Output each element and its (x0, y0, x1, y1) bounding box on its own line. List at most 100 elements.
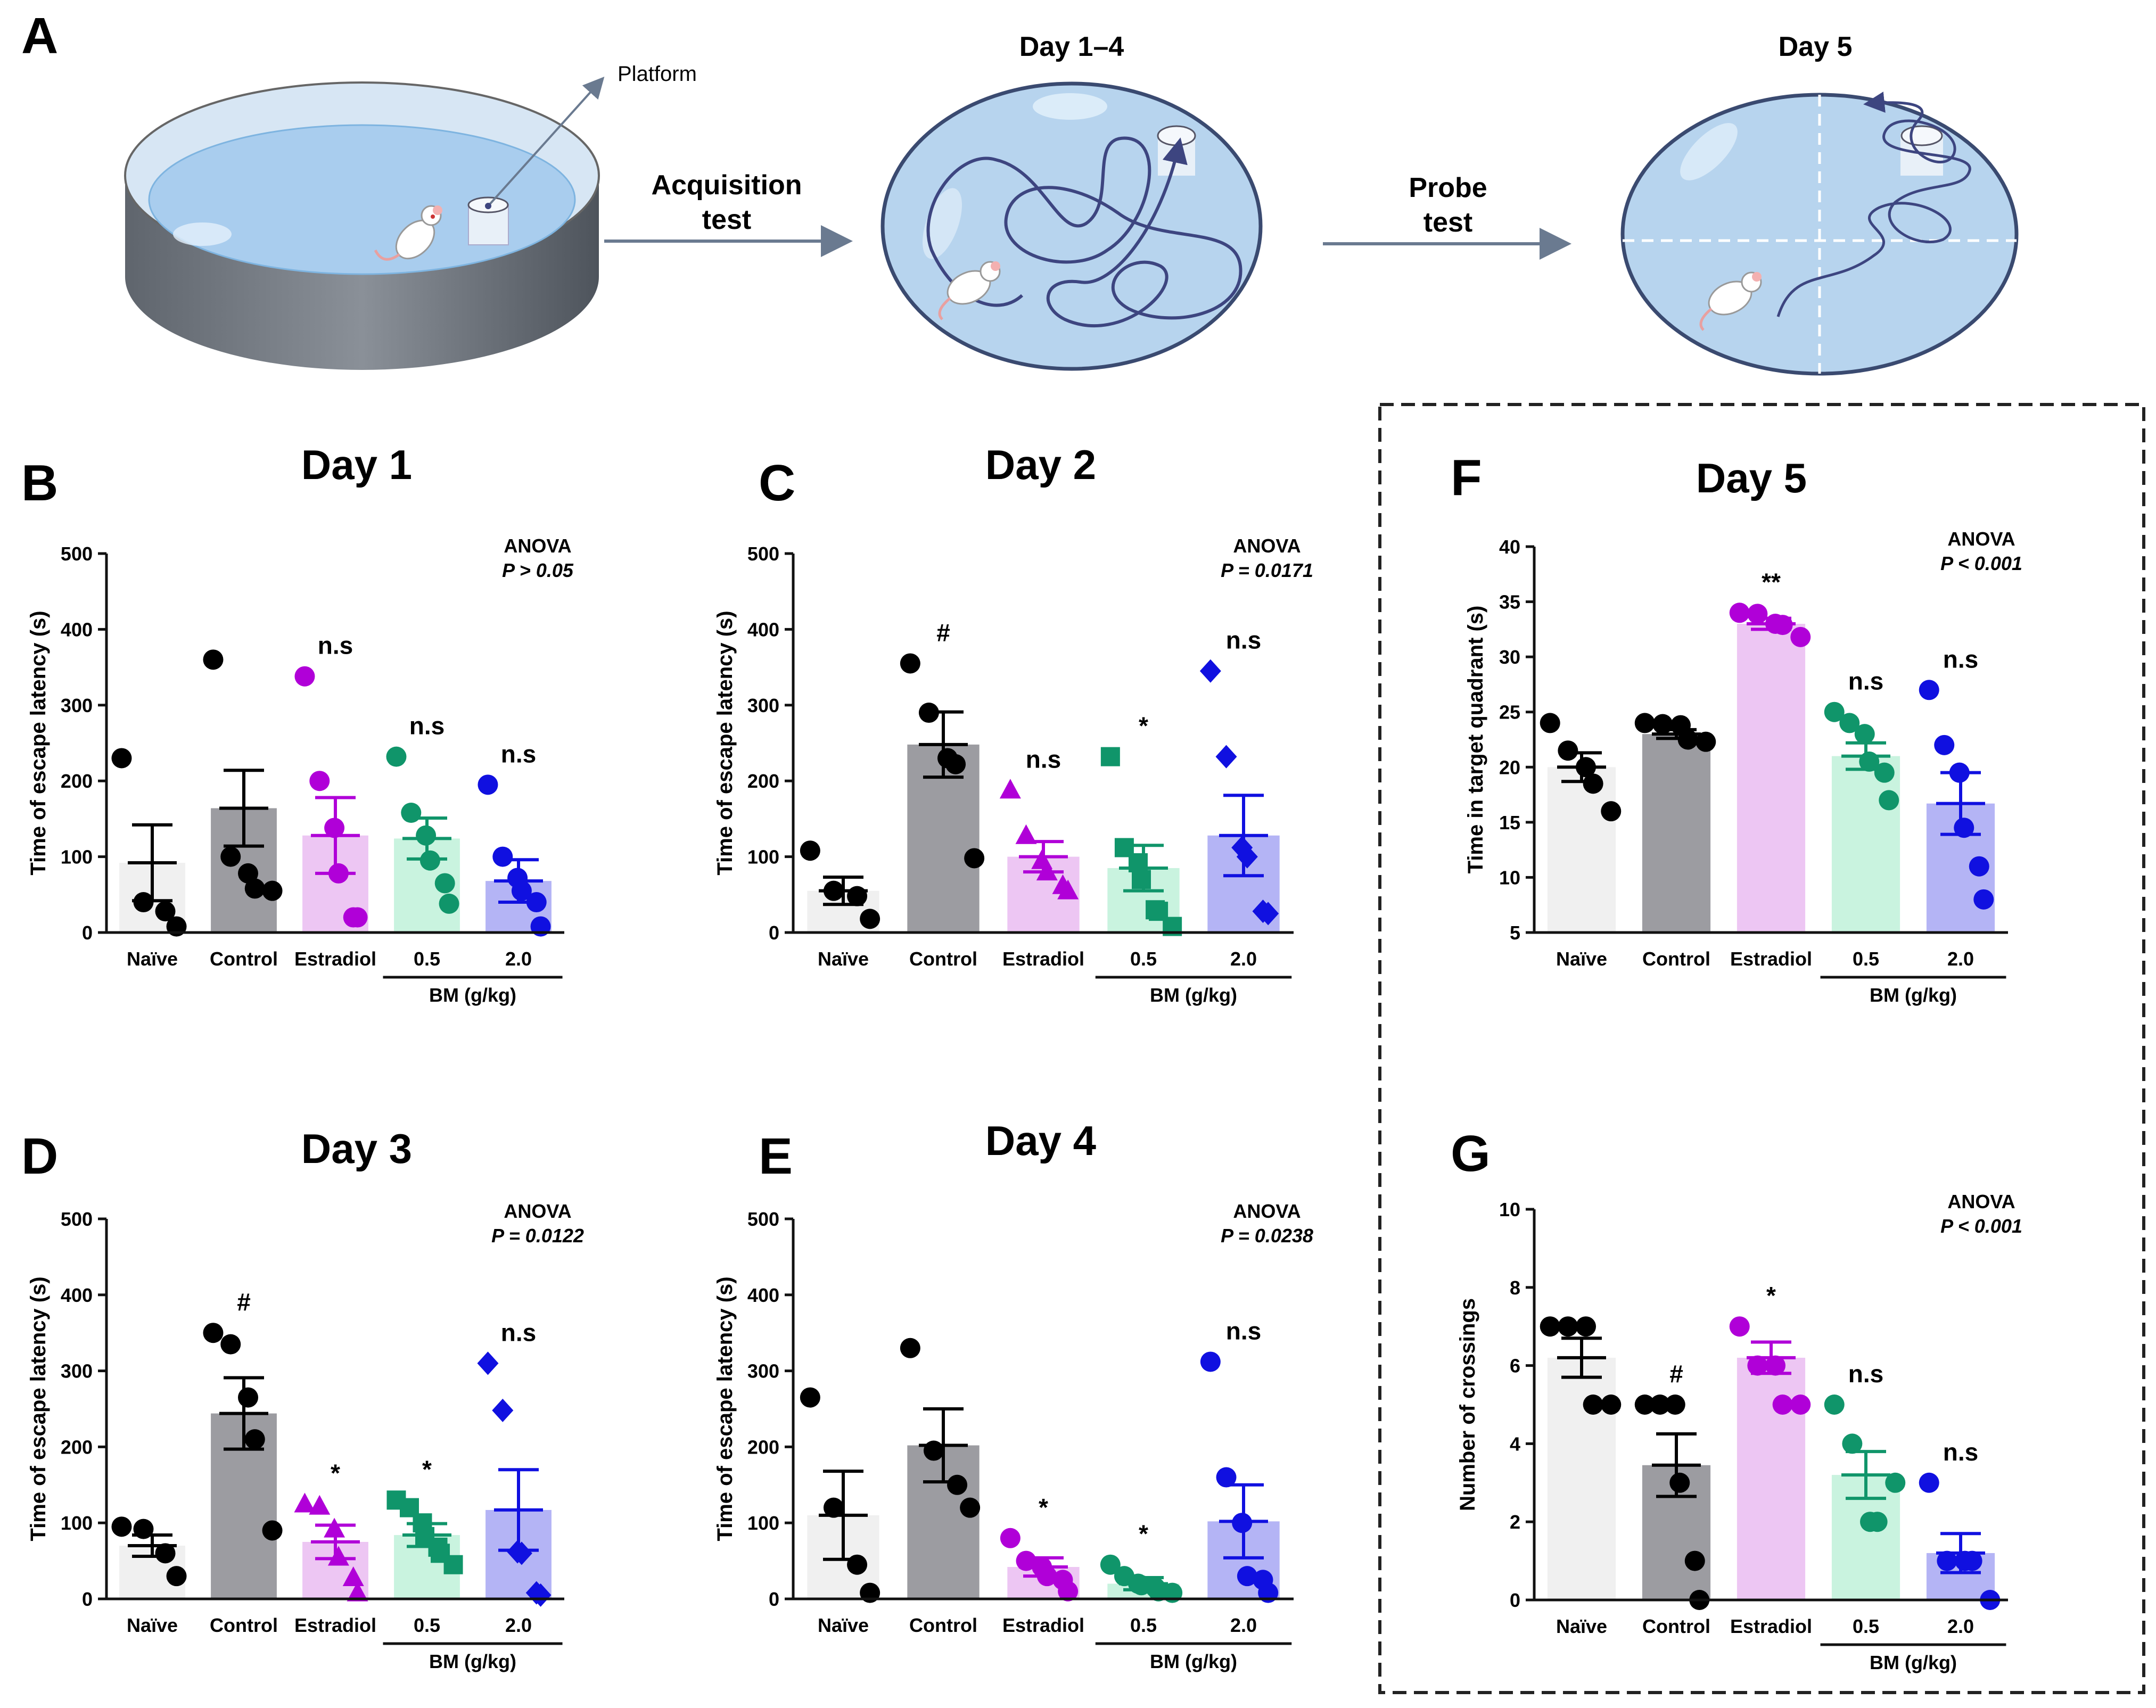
data-point (1839, 713, 1860, 733)
chart-title: Day 1 (301, 441, 412, 488)
y-axis-label: Time of escape latency (s) (27, 1276, 50, 1541)
data-point (133, 892, 154, 913)
group-label: BM (g/kg) (429, 984, 516, 1006)
data-point (1601, 1395, 1622, 1415)
data-point (220, 1334, 241, 1355)
data-point (166, 1566, 187, 1587)
day14-pool (880, 81, 1263, 371)
data-point (1919, 1472, 1939, 1493)
chart-title: Day 4 (985, 1117, 1096, 1164)
x-tick-label: Estradiol (1002, 1614, 1084, 1636)
bar-group (1634, 1395, 1711, 1610)
data-point (492, 1398, 514, 1422)
y-axis-label: Time of escape latency (s) (713, 1276, 737, 1541)
significance-label: n.s (1848, 1360, 1883, 1388)
data-point (1859, 751, 1880, 772)
bar-group (800, 840, 880, 933)
data-point (1677, 729, 1698, 750)
anova-label: ANOVA (1947, 1191, 2015, 1212)
swim-path (926, 136, 1242, 327)
bar-group (386, 746, 460, 933)
y-tick-label: 8 (1510, 1277, 1520, 1299)
y-tick-label: 500 (61, 543, 93, 565)
data-point (1729, 1316, 1750, 1337)
significance-label: ** (1762, 568, 1781, 596)
anova-label: ANOVA (1233, 1200, 1301, 1222)
bar-group (999, 779, 1080, 933)
data-point (847, 886, 868, 906)
data-point (1016, 1550, 1036, 1571)
x-tick-label: Control (909, 948, 977, 970)
y-tick-label: 100 (61, 846, 93, 868)
x-tick-label: Naïve (1556, 948, 1607, 970)
x-tick-label: 2.0 (1230, 1614, 1257, 1636)
x-tick-label: Naïve (1556, 1615, 1607, 1637)
data-point (1058, 1581, 1079, 1602)
bar (1642, 734, 1711, 933)
bar-group (477, 1351, 552, 1607)
bar-group (1000, 1528, 1080, 1602)
y-tick-label: 500 (747, 543, 779, 565)
platform-pointer (487, 77, 605, 207)
data-point (1057, 879, 1079, 900)
bar-group (386, 1490, 463, 1599)
data-point (511, 880, 532, 901)
p-value: P < 0.001 (1940, 552, 2022, 574)
data-point (1583, 773, 1603, 794)
data-point (1790, 1395, 1811, 1415)
bar-group (1919, 1472, 2001, 1610)
p-value: P > 0.05 (502, 559, 574, 581)
data-point (964, 848, 985, 869)
data-point (1583, 1395, 1603, 1415)
data-point (244, 1429, 265, 1450)
data-point (960, 1497, 981, 1518)
bar-group (1200, 1351, 1280, 1603)
data-point (1885, 1472, 1906, 1493)
y-axis-label: Number of crossings (1456, 1298, 1479, 1511)
x-tick-label: 2.0 (1947, 1615, 1974, 1637)
y-tick-label: 200 (61, 770, 93, 792)
bar-group (1919, 680, 1995, 933)
group-label: BM (g/kg) (1870, 1652, 1957, 1673)
data-point (947, 1474, 968, 1495)
bar-group (1729, 1316, 1811, 1600)
data-point (309, 771, 330, 791)
significance-label: * (422, 1455, 432, 1483)
y-tick-label: 500 (747, 1208, 779, 1230)
data-point (923, 1440, 944, 1461)
group-label: BM (g/kg) (1150, 984, 1237, 1006)
data-point (1969, 856, 1989, 877)
acquisition-label-1: Acquisition (651, 170, 802, 201)
y-tick-label: 35 (1499, 591, 1520, 613)
data-point (1790, 626, 1811, 647)
x-tick-label: 0.5 (1853, 948, 1879, 970)
data-point (1652, 714, 1673, 735)
bar (1737, 1357, 1806, 1600)
data-point (1934, 735, 1955, 755)
data-point (1954, 818, 1974, 838)
x-tick-label: Estradiol (294, 948, 376, 970)
y-tick-label: 5 (1510, 922, 1520, 944)
data-point (1100, 1554, 1121, 1575)
significance-label: * (331, 1459, 340, 1487)
data-point (434, 873, 455, 894)
x-tick-label: 2.0 (505, 1614, 532, 1636)
x-tick-label: Control (909, 1614, 977, 1636)
data-point (294, 1492, 316, 1513)
data-point (439, 893, 459, 914)
anova-label: ANOVA (1233, 535, 1301, 557)
data-point (918, 703, 939, 723)
data-point (847, 1554, 868, 1575)
anova-label: ANOVA (1947, 528, 2015, 550)
y-tick-label: 300 (747, 695, 779, 716)
day5-title: Day 5 (1779, 31, 1853, 62)
data-point (1747, 1355, 1768, 1376)
data-point (1879, 790, 1899, 811)
y-tick-label: 500 (61, 1208, 93, 1230)
data-point (1232, 1513, 1253, 1533)
data-point (478, 774, 498, 795)
data-point (526, 892, 547, 913)
data-point (328, 863, 349, 884)
x-tick-label: Estradiol (1730, 948, 1812, 970)
